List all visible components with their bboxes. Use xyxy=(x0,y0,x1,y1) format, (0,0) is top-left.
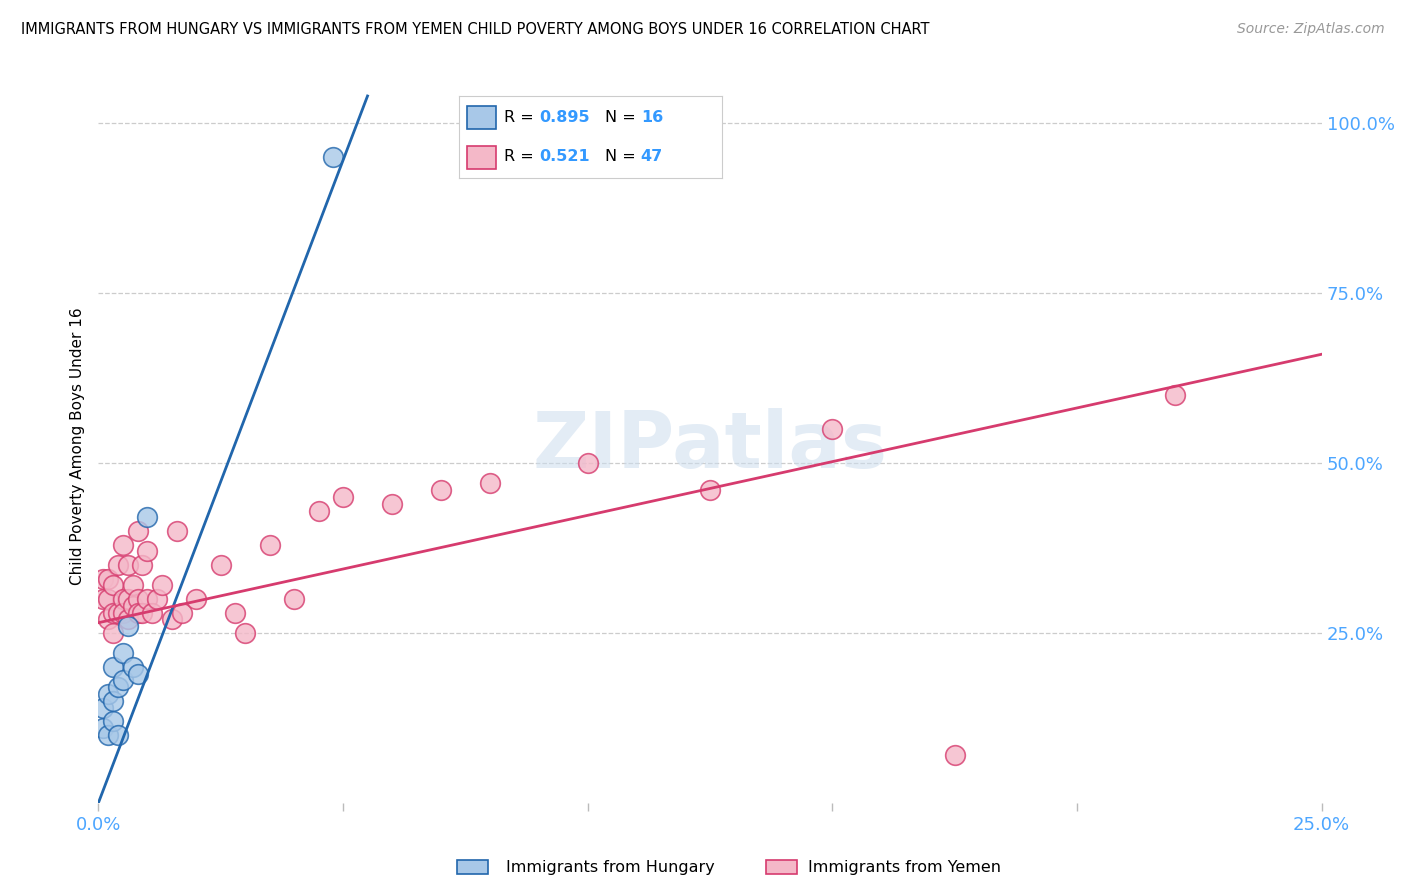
Point xyxy=(121,578,143,592)
Point xyxy=(136,544,159,558)
Point xyxy=(141,606,163,620)
Point xyxy=(322,150,344,164)
Text: Immigrants from Yemen: Immigrants from Yemen xyxy=(808,860,1001,874)
Point xyxy=(101,660,124,674)
Point xyxy=(97,612,120,626)
Text: Immigrants from Hungary: Immigrants from Hungary xyxy=(506,860,714,874)
Point xyxy=(209,558,232,572)
Point xyxy=(127,666,149,681)
Point xyxy=(136,591,159,606)
Point xyxy=(127,606,149,620)
Bar xyxy=(457,860,488,874)
Point xyxy=(111,537,134,551)
Point xyxy=(283,591,305,606)
Point xyxy=(107,728,129,742)
Point xyxy=(699,483,721,498)
Point xyxy=(107,558,129,572)
Point xyxy=(478,476,501,491)
Point xyxy=(131,558,153,572)
Point xyxy=(101,606,124,620)
Point xyxy=(1164,388,1187,402)
Point xyxy=(97,591,120,606)
Bar xyxy=(766,860,797,874)
Point xyxy=(308,503,330,517)
Point xyxy=(332,490,354,504)
Point xyxy=(121,599,143,613)
Point xyxy=(117,619,139,633)
Point xyxy=(111,646,134,660)
Text: ZIPatlas: ZIPatlas xyxy=(533,408,887,484)
Point xyxy=(107,680,129,694)
Point xyxy=(101,694,124,708)
Point xyxy=(127,524,149,538)
Text: Source: ZipAtlas.com: Source: ZipAtlas.com xyxy=(1237,22,1385,37)
Point xyxy=(111,673,134,688)
Point xyxy=(166,524,188,538)
Point xyxy=(107,606,129,620)
Point xyxy=(91,721,114,735)
Point xyxy=(127,591,149,606)
Point xyxy=(224,606,246,620)
Point xyxy=(97,728,120,742)
Point xyxy=(121,660,143,674)
Y-axis label: Child Poverty Among Boys Under 16: Child Poverty Among Boys Under 16 xyxy=(69,307,84,585)
Point xyxy=(943,748,966,763)
Point xyxy=(131,606,153,620)
Point xyxy=(117,612,139,626)
Point xyxy=(259,537,281,551)
Point xyxy=(111,591,134,606)
Point xyxy=(150,578,173,592)
Point xyxy=(101,578,124,592)
Point xyxy=(821,422,844,436)
Point xyxy=(146,591,169,606)
Point xyxy=(101,714,124,729)
Point xyxy=(97,687,120,701)
Point xyxy=(136,510,159,524)
Point xyxy=(91,591,114,606)
Point xyxy=(430,483,453,498)
Point xyxy=(117,591,139,606)
Point xyxy=(170,606,193,620)
Point xyxy=(381,497,404,511)
Point xyxy=(576,456,599,470)
Point xyxy=(233,626,256,640)
Point xyxy=(111,606,134,620)
Point xyxy=(91,700,114,714)
Point xyxy=(97,572,120,586)
Point xyxy=(186,591,208,606)
Point xyxy=(91,572,114,586)
Point xyxy=(160,612,183,626)
Point xyxy=(117,558,139,572)
Text: IMMIGRANTS FROM HUNGARY VS IMMIGRANTS FROM YEMEN CHILD POVERTY AMONG BOYS UNDER : IMMIGRANTS FROM HUNGARY VS IMMIGRANTS FR… xyxy=(21,22,929,37)
Point xyxy=(101,626,124,640)
